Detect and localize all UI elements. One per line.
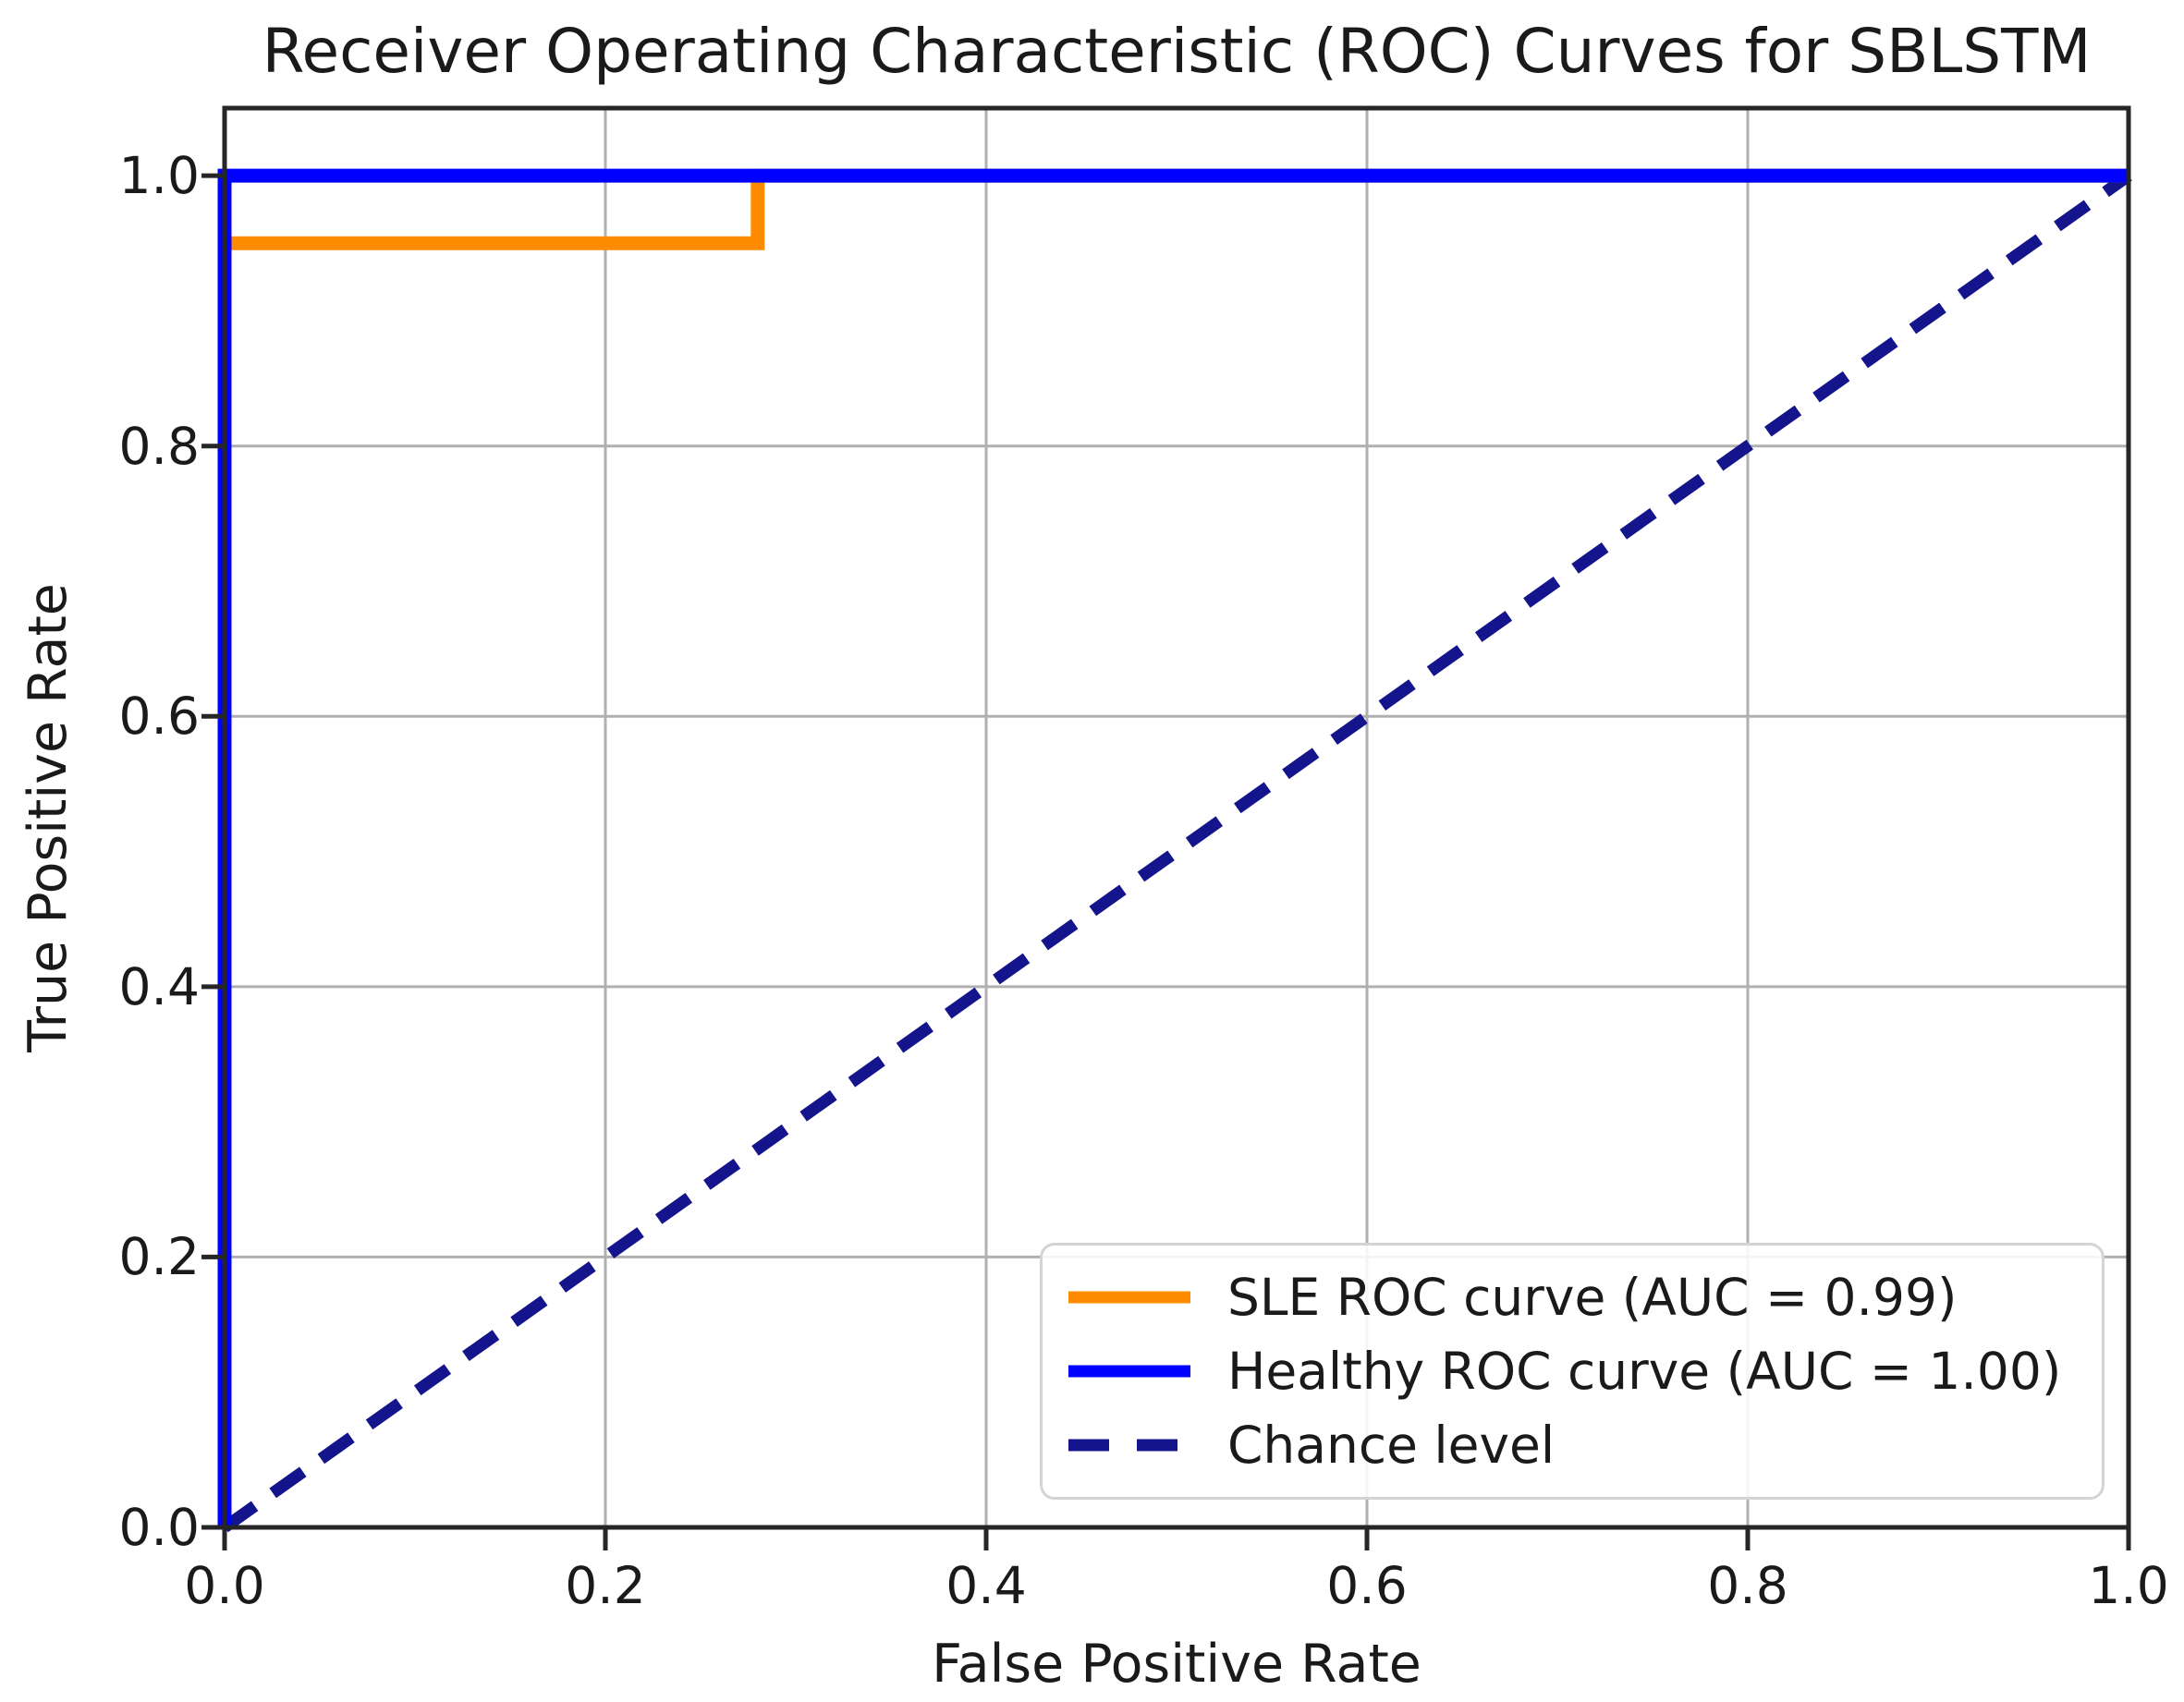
chance-line-swatch-icon <box>1068 1439 1190 1452</box>
legend-item-sle: SLE ROC curve (AUC = 0.99) <box>1068 1268 2092 1327</box>
legend-label-healthy: Healthy ROC curve (AUC = 1.00) <box>1227 1342 2062 1401</box>
y-tick-label: 0.2 <box>118 1227 200 1287</box>
legend-label-chance: Chance level <box>1227 1416 1556 1475</box>
x-tick-label: 1.0 <box>2088 1556 2169 1615</box>
x-tick-label: 0.0 <box>184 1556 265 1615</box>
series-dashed-line <box>221 170 2132 1533</box>
healthy-line-swatch-icon <box>1068 1365 1190 1378</box>
x-tick-label: 0.6 <box>1326 1556 1408 1615</box>
legend-item-healthy: Healthy ROC curve (AUC = 1.00) <box>1068 1342 2092 1401</box>
y-tick-label: 0.0 <box>118 1498 200 1557</box>
x-tick-label: 0.4 <box>946 1556 1027 1615</box>
axes-spines <box>222 105 2131 1530</box>
x-axis-label: False Positive Rate <box>932 1634 1421 1695</box>
sle-line-swatch-icon <box>1068 1291 1190 1304</box>
legend-item-chance: Chance level <box>1068 1416 2092 1475</box>
legend-label-sle: SLE ROC curve (AUC = 0.99) <box>1227 1268 1958 1327</box>
y-tick-label: 0.8 <box>118 416 200 476</box>
x-tick-label: 0.8 <box>1707 1556 1788 1615</box>
x-tick-label: 0.2 <box>565 1556 646 1615</box>
y-tick-label: 0.4 <box>118 956 200 1016</box>
chart-title: Receiver Operating Characteristic (ROC) … <box>262 16 2092 87</box>
legend: SLE ROC curve (AUC = 0.99) Healthy ROC c… <box>1040 1243 2105 1500</box>
y-tick-label: 1.0 <box>118 146 200 206</box>
y-tick-label: 0.6 <box>118 687 200 747</box>
